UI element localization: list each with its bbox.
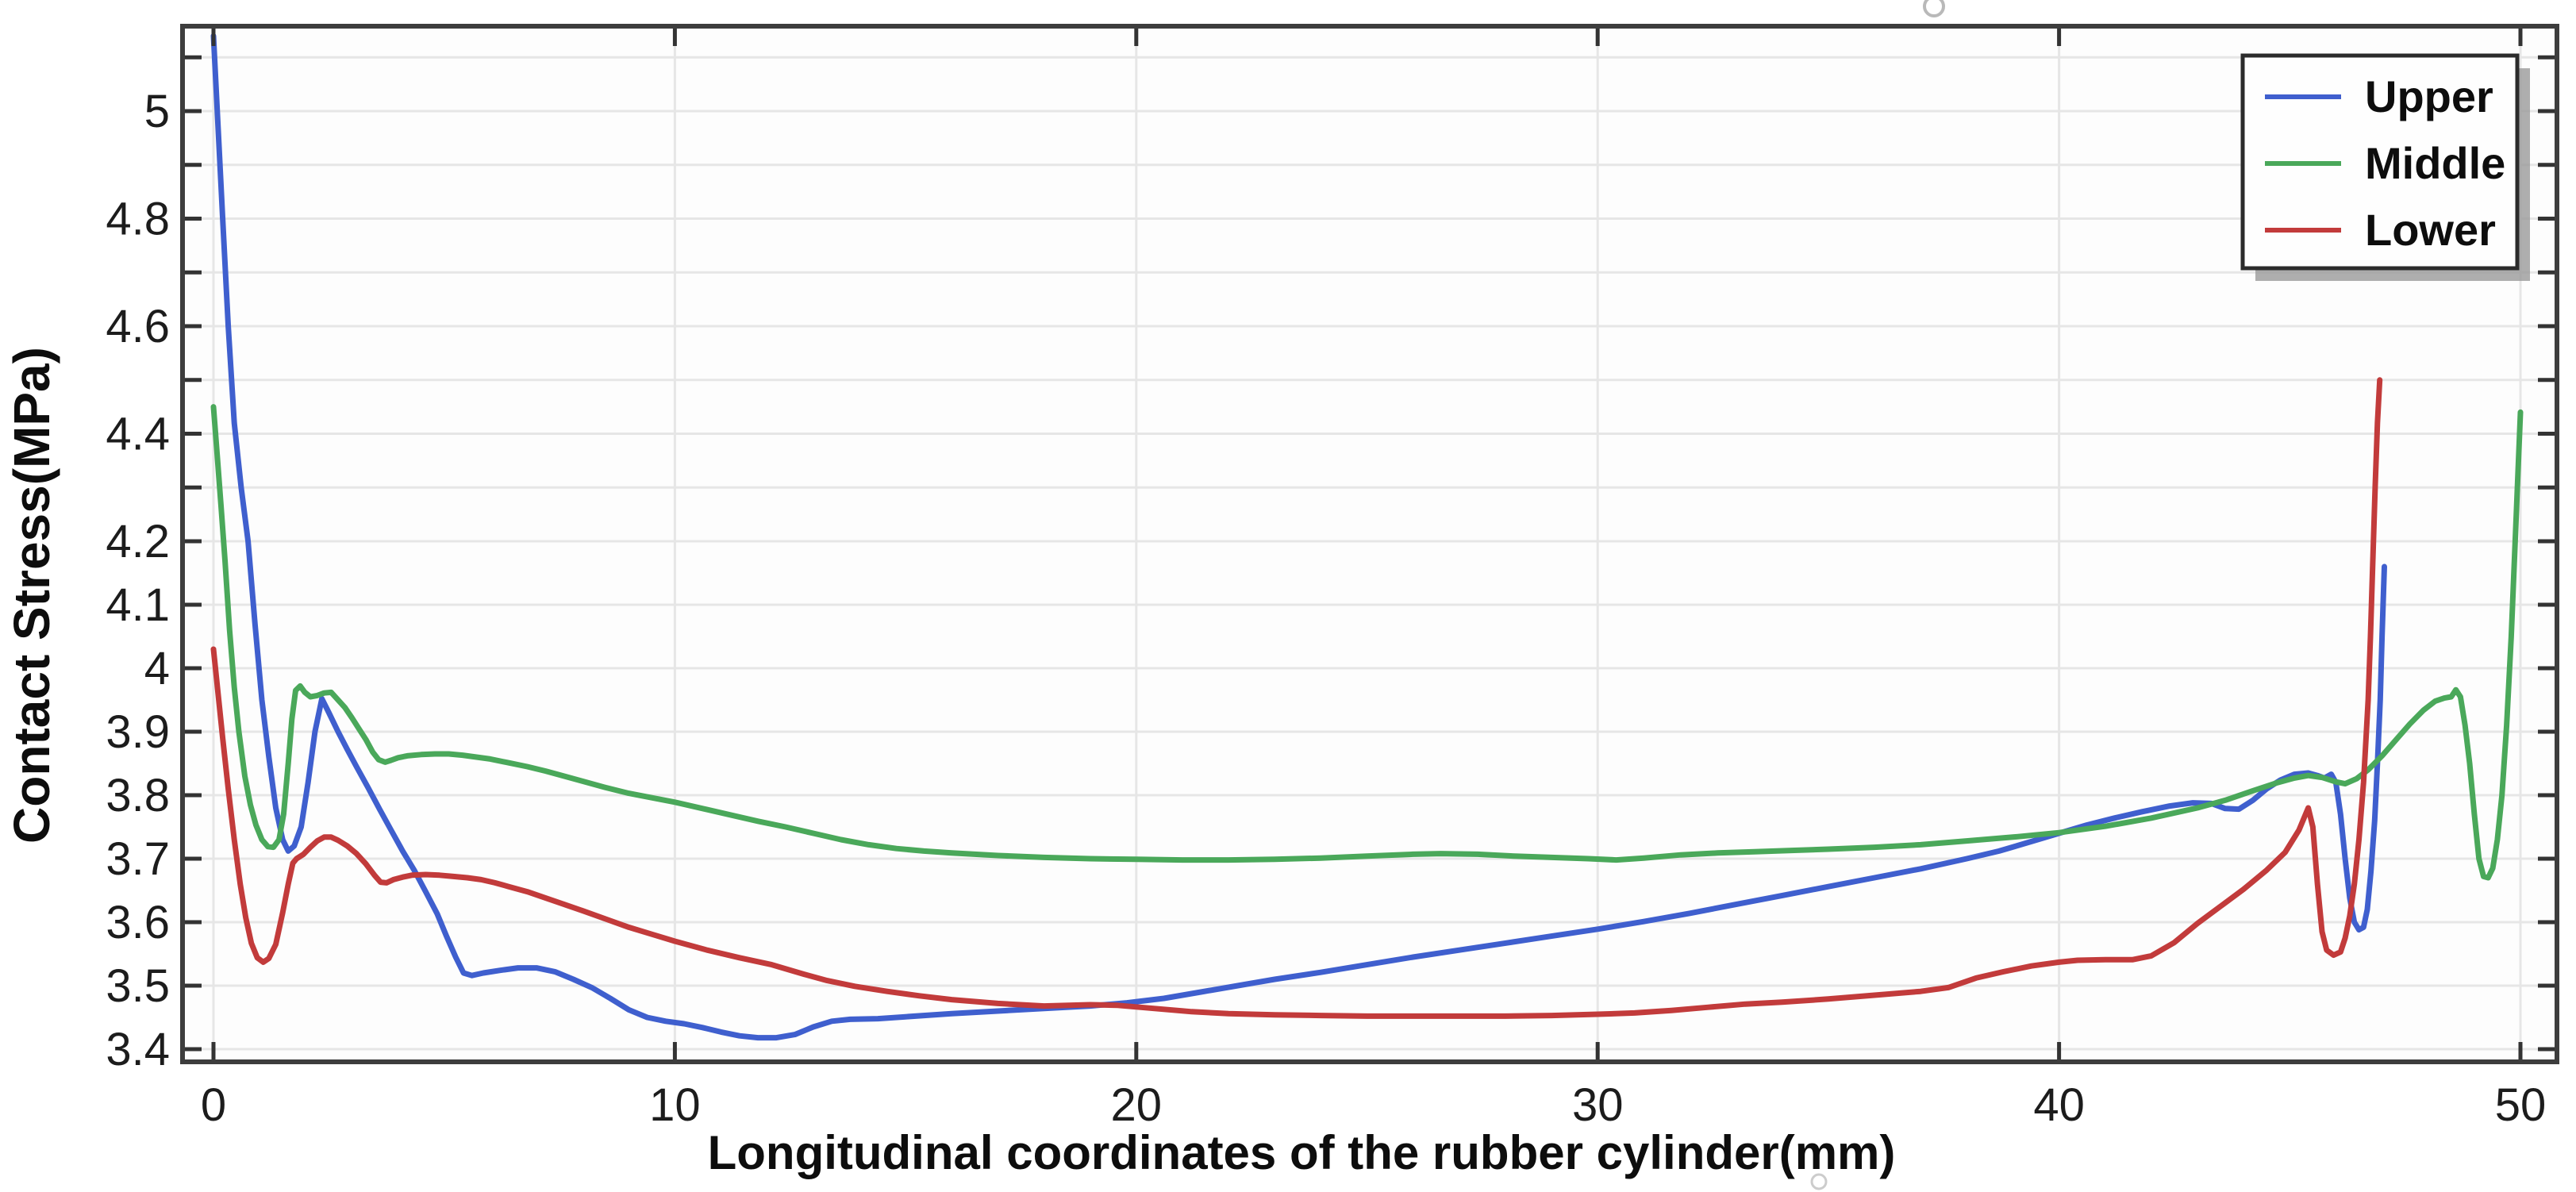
y-tick-label: 4.6 (106, 301, 170, 352)
y-tick-label: 3.7 (106, 833, 170, 885)
y-tick-label: 4.1 (106, 579, 170, 631)
y-tick-label: 3.5 (106, 960, 170, 1012)
x-tick-label: 10 (649, 1079, 701, 1131)
axis-ticks (183, 26, 2557, 1062)
y-tick-label: 3.9 (106, 706, 170, 758)
series-line-lower (210, 377, 2383, 1019)
artifact-circle-bottom (1810, 1173, 1828, 1190)
plot-frame (180, 24, 2559, 1064)
plot-background (183, 26, 2557, 1062)
legend: Upper Middle Lower (2240, 53, 2530, 281)
x-axis-title: Longitudinal coordinates of the rubber c… (708, 1126, 1896, 1179)
y-tick-label: 3.8 (106, 770, 170, 821)
y-axis-title: Contact Stress(MPa) (3, 347, 60, 844)
legend-label-upper: Upper (2365, 71, 2493, 121)
x-tick-label: 40 (2033, 1079, 2085, 1131)
legend-label-lower: Lower (2365, 205, 2496, 255)
y-tick-label: 4.2 (106, 516, 170, 567)
y-tick-label: 3.6 (106, 897, 170, 948)
legend-label-middle: Middle (2365, 138, 2505, 188)
series-line-middle (210, 404, 2524, 881)
y-tick-label: 4.8 (106, 194, 170, 245)
y-tick-label: 4.4 (106, 409, 170, 460)
x-tick-label: 20 (1111, 1079, 1163, 1131)
gridlines (183, 26, 2557, 1062)
data-series (210, 33, 2524, 1041)
y-tick-label: 3.4 (106, 1024, 170, 1075)
artifact-circle-top (1923, 0, 1945, 17)
x-tick-label: 0 (201, 1079, 226, 1131)
y-tick-label: 4 (144, 643, 170, 694)
x-tick-labels: 0 10 20 30 40 50 (201, 1079, 2546, 1131)
y-tick-label: 5 (144, 86, 170, 137)
x-tick-label: 50 (2495, 1079, 2547, 1131)
y-tick-labels: 5 4.8 4.6 4.4 4.2 4.1 4 3.9 3.8 3.7 3.6 3.5 3.4 (106, 86, 170, 1075)
x-tick-label: 30 (1572, 1079, 1624, 1131)
